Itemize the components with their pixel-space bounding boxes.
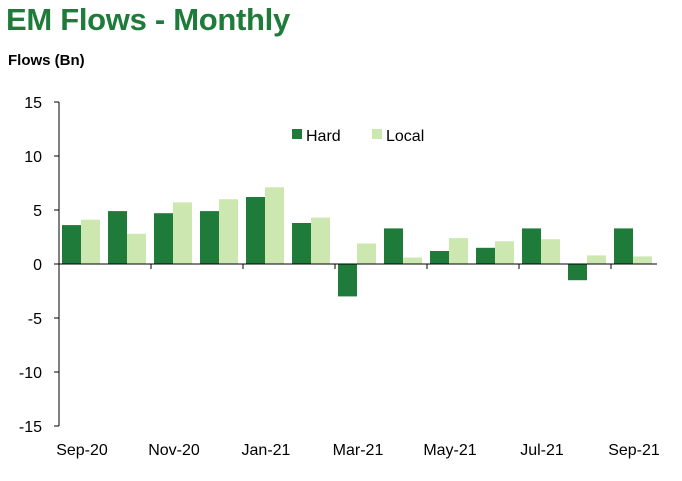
- bar-local-jun-21: [495, 241, 514, 264]
- bar-local-jan-21: [265, 187, 284, 264]
- y-tick-label: -5: [28, 311, 42, 328]
- bar-hard-mar-21: [338, 264, 357, 297]
- x-tick-label: Mar-21: [333, 442, 384, 459]
- x-tick-label: Sep-21: [608, 442, 660, 459]
- bars-layer: [62, 187, 652, 297]
- x-tick-label: Jul-21: [520, 442, 564, 459]
- x-tick-label: May-21: [423, 442, 476, 459]
- y-tick-label: 10: [24, 149, 42, 166]
- bar-local-oct-20: [127, 233, 146, 264]
- legend-swatch-hard: [292, 129, 302, 139]
- bar-hard-nov-20: [154, 213, 173, 264]
- y-tick-label: 5: [33, 203, 42, 220]
- bar-hard-feb-21: [292, 223, 311, 264]
- bar-local-may-21: [449, 238, 468, 264]
- bar-local-dec-20: [219, 199, 238, 264]
- bar-hard-may-21: [430, 251, 449, 264]
- y-tick-label: -15: [19, 419, 42, 436]
- x-tick-label: Sep-20: [56, 442, 108, 459]
- bar-hard-dec-20: [200, 211, 219, 264]
- bar-local-feb-21: [311, 217, 330, 264]
- bar-hard-oct-20: [108, 211, 127, 264]
- x-tick-label: Nov-20: [148, 442, 200, 459]
- legend: Hard Local: [292, 128, 424, 145]
- legend-label-local: Local: [386, 128, 424, 145]
- bar-hard-jul-21: [522, 228, 541, 264]
- bar-hard-apr-21: [384, 228, 403, 264]
- bar-hard-jun-21: [476, 247, 495, 264]
- legend-label-hard: Hard: [306, 128, 341, 145]
- bar-hard-jan-21: [246, 197, 265, 264]
- bar-local-apr-21: [403, 257, 422, 264]
- bar-local-aug-21: [587, 255, 606, 264]
- bar-local-nov-20: [173, 202, 192, 264]
- y-tick-label: 0: [33, 257, 42, 274]
- bar-local-mar-21: [357, 243, 376, 264]
- y-tick-label: 15: [24, 95, 42, 112]
- bar-hard-aug-21: [568, 264, 587, 281]
- bar-local-sep-21: [633, 256, 652, 264]
- bar-local-sep-20: [81, 219, 100, 264]
- y-axis-label: Flows (Bn): [8, 52, 85, 69]
- chart-title: EM Flows - Monthly: [6, 2, 290, 37]
- legend-swatch-local: [372, 129, 382, 139]
- bar-hard-sep-21: [614, 228, 633, 264]
- axes-layer: 15 10 5 0 -5 -10 -15 Sep-20 Nov-20 Jan-21 Mar-21 Ma…: [19, 95, 660, 459]
- bar-local-jul-21: [541, 239, 560, 264]
- x-tick-label: Jan-21: [242, 442, 291, 459]
- y-tick-label: -10: [19, 365, 42, 382]
- bar-hard-sep-20: [62, 225, 81, 264]
